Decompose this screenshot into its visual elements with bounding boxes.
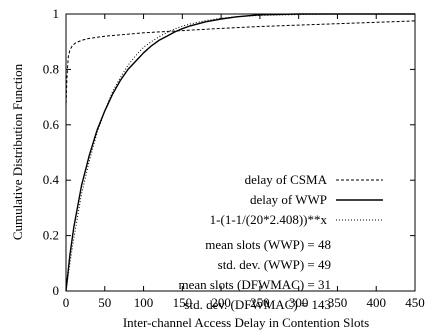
x-tick-label: 0 [63, 295, 70, 310]
x-tick-label: 100 [134, 295, 154, 310]
y-tick-label: 0.4 [43, 172, 60, 187]
annotation-mean-dfwmac: mean slots (DFWMAC) = 31 [179, 277, 332, 292]
x-tick-label: 350 [328, 295, 348, 310]
annotation-std-dfwmac: std. dev. (DFWMAC) = 143 [184, 297, 331, 312]
y-tick-label: 0.2 [43, 228, 59, 243]
legend: delay of CSMA delay of WWP 1-(1-1/(20*2.… [210, 172, 383, 227]
legend-label-wwp: delay of WWP [250, 192, 327, 207]
legend-label-csma: delay of CSMA [245, 172, 328, 187]
x-tick-label: 300 [289, 295, 309, 310]
x-tick-label: 50 [98, 295, 111, 310]
y-tick-label: 0.8 [43, 61, 59, 76]
y-tick-label: 0 [53, 283, 60, 298]
legend-label-formula: 1-(1-1/(20*2.408))**x [210, 212, 328, 227]
axis-ticks: 0 50 100 150 200 250 300 350 400 450 0 0.2 0.4 0.6 0.8… [43, 6, 425, 310]
x-tick-label: 200 [211, 295, 231, 310]
series-lines [65, 13, 416, 292]
annotation-std-wwp: std. dev. (WWP) = 49 [218, 257, 331, 272]
x-axis-label: Inter-channel Access Delay in Contention… [123, 315, 369, 330]
series-line-csma [65, 20, 416, 109]
annotations: mean slots (WWP) = 48 std. dev. (WWP) = … [179, 237, 332, 312]
x-tick-label: 450 [405, 295, 425, 310]
y-tick-label: 1 [53, 6, 60, 21]
y-axis-label: Cumulative Distribution Function [10, 63, 25, 240]
series-line-formula [65, 13, 415, 292]
x-tick-label: 250 [250, 295, 270, 310]
y-tick-label: 0.6 [43, 117, 60, 132]
x-tick-label: 400 [366, 295, 386, 310]
x-tick-label: 150 [173, 295, 193, 310]
plot-frame-border [65, 13, 416, 292]
annotation-mean-wwp: mean slots (WWP) = 48 [205, 237, 331, 252]
plot-frame [65, 13, 416, 292]
